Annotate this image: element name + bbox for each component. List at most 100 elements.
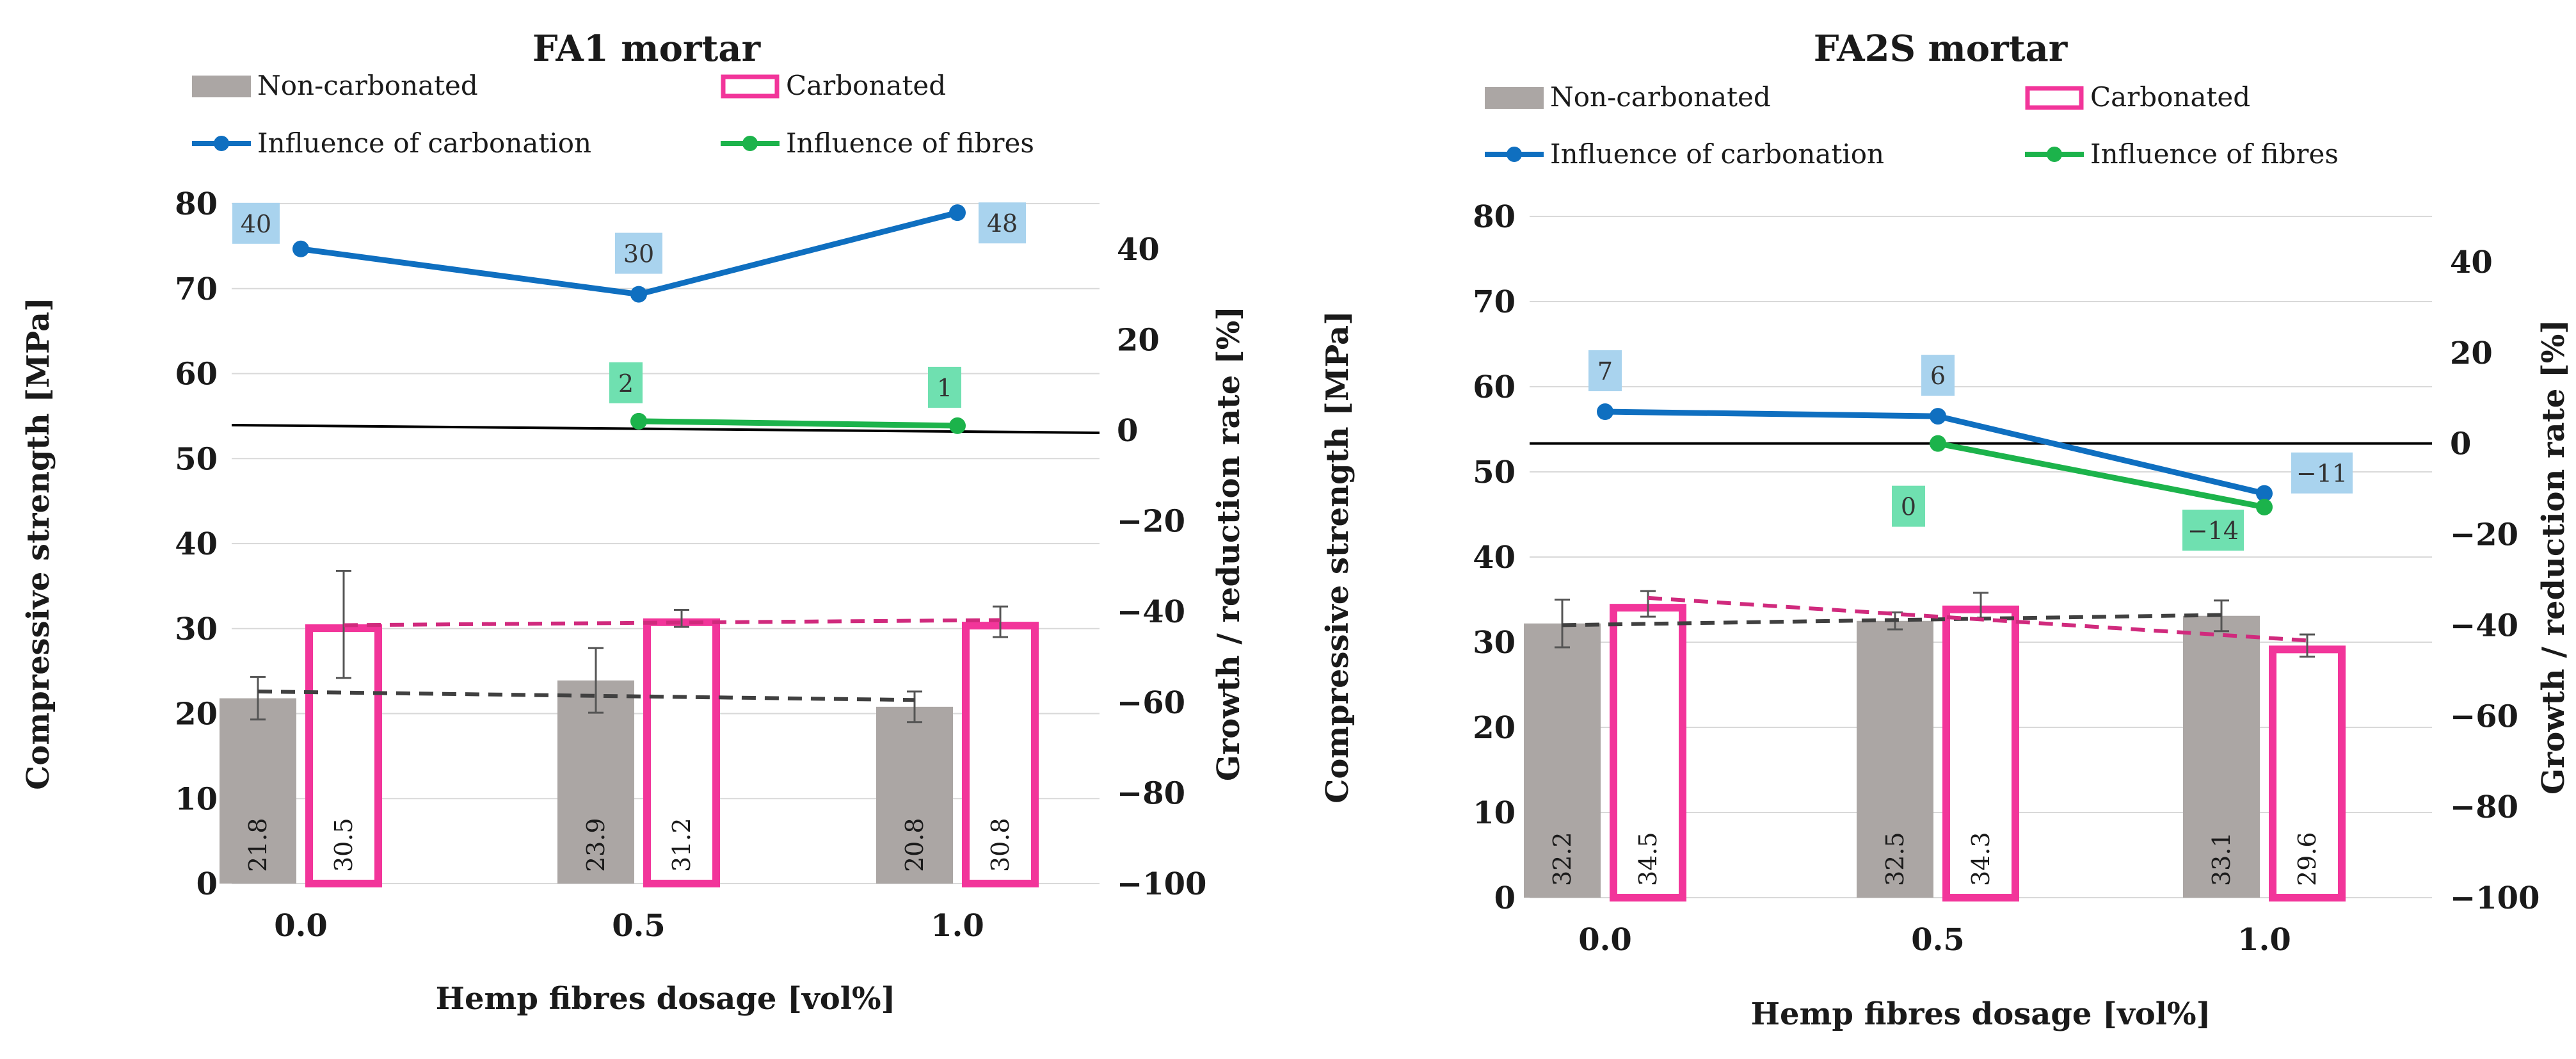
legend-label-carbonated: Carbonated [2090, 81, 2250, 113]
y-tick-label: 20 [1473, 710, 1516, 746]
point-influence-carbonation [949, 204, 966, 222]
x-axis-title: Hemp fibres dosage [vol%] [436, 981, 896, 1017]
y2-tick-label: 0 [2450, 426, 2471, 462]
y-tick-label: 80 [1473, 199, 1516, 235]
chart-2: FA2S mortar Non-carbonated Carbonated Influ… [1320, 28, 2572, 1032]
y2-tick-label: −40 [1117, 594, 1185, 630]
bar-non-carbonated [2183, 615, 2260, 898]
line-influence-fibres [638, 418, 958, 429]
point-label-bg-carbonation [615, 232, 662, 274]
point-label-bg-fibres [609, 362, 643, 403]
bar-value-label-carbonated: 29.6 [2293, 832, 2321, 886]
y-tick-label: 40 [175, 526, 218, 562]
x-tick-label: 0.0 [274, 908, 328, 944]
y-tick-label: 50 [1473, 455, 1516, 490]
point-label-bg-carbonation [2291, 452, 2353, 494]
point-label-fibres: 0 [1901, 493, 1916, 521]
point-influence-carbonation [1597, 403, 1613, 421]
y2-tick-label: 40 [1117, 232, 1160, 268]
point-influence-fibres [630, 412, 647, 430]
y2-tick-label: −100 [1117, 866, 1206, 902]
y2-tick-label: −60 [1117, 685, 1185, 721]
legend-swatch-carbonated [721, 74, 780, 99]
y2-tick-label: 0 [1117, 413, 1138, 449]
chart-title: FA2S mortar [1814, 28, 2068, 70]
bar-value-label-carbonated: 30.8 [986, 818, 1014, 872]
point-label-bg-fibres [1892, 485, 1925, 527]
point-label-carbonation: 48 [987, 209, 1018, 238]
point-label-bg-carbonation [1588, 350, 1622, 392]
point-label-bg-carbonation [979, 202, 1026, 244]
bar-non-carbonated [557, 680, 634, 884]
point-label-carbonation: 7 [1597, 357, 1613, 385]
bar-value-label-carbonated: 31.2 [668, 818, 696, 872]
bar-carbonated [1610, 604, 1686, 902]
x-tick-label: 1.0 [2237, 922, 2291, 958]
legend-marker-carbonation [214, 136, 229, 151]
point-label-carbonation: −11 [2296, 460, 2348, 488]
point-influence-carbonation [2256, 485, 2273, 502]
y-tick-label: 50 [175, 441, 218, 477]
x-tick-label: 1.0 [931, 908, 984, 944]
bar-carbonated [305, 624, 382, 887]
legend-swatch-non-carbonated [1485, 87, 1544, 109]
bar-value-label-non-carbonated: 32.2 [1548, 832, 1576, 886]
point-label-carbonation: 6 [1930, 362, 1946, 390]
point-label-fibres: 2 [618, 369, 634, 398]
bar-carbonated [643, 618, 720, 887]
point-influence-carbonation [630, 286, 647, 303]
bar-value-label-non-carbonated: 21.8 [244, 818, 272, 872]
point-label-fibres: −14 [2188, 517, 2239, 545]
y-tick-label: 10 [1473, 795, 1516, 831]
y-axis-title: Compressive strength [MPa] [1320, 311, 1356, 804]
x-tick-label: 0.5 [1911, 922, 1965, 958]
point-label-carbonation: 30 [623, 240, 654, 268]
bar-value-label-carbonated: 34.3 [1967, 832, 1995, 886]
legend-label-influence-carbonation: Influence of carbonation [1550, 138, 1884, 170]
y-tick-label: 80 [175, 186, 218, 222]
bar-non-carbonated [1857, 620, 1933, 898]
legend-label-carbonated: Carbonated [786, 70, 946, 101]
y2-axis-title: Growth / reduction rate [%] [1211, 306, 1247, 781]
y2-tick-label: 20 [1117, 322, 1160, 358]
legend-marker-fibres [2047, 147, 2062, 162]
point-label-bg-carbonation [1921, 355, 1955, 396]
bar-non-carbonated [220, 698, 296, 884]
legend-label-non-carbonated: Non-carbonated [257, 70, 478, 101]
point-influence-carbonation [292, 240, 309, 257]
x-axis-title: Hemp fibres dosage [vol%] [1751, 996, 2211, 1032]
y-tick-label: 0 [1494, 880, 1516, 916]
chart-1: FA1 mortar Non-carbonated Carbonated Influe… [20, 28, 1247, 1017]
y2-tick-label: −100 [2450, 880, 2540, 916]
bar-value-label-non-carbonated: 32.5 [1881, 832, 1909, 886]
chart-title: FA1 mortar [532, 28, 762, 70]
bar-carbonated [2269, 645, 2346, 901]
legend-marker-fibres [742, 136, 758, 151]
y-tick-label: 40 [1473, 540, 1516, 576]
line-influence-fibres [1937, 441, 2265, 510]
line-influence-carbonation [1604, 408, 2266, 497]
point-influence-fibres [949, 417, 966, 434]
legend-label-non-carbonated: Non-carbonated [1550, 81, 1771, 113]
bar-value-label-carbonated: 34.5 [1634, 832, 1662, 886]
trendline-carbonated [1647, 595, 2308, 643]
trendline-non-carbonated [257, 689, 915, 702]
y2-tick-label: 40 [2450, 245, 2493, 280]
legend: Non-carbonated Carbonated Influence of car… [1485, 81, 2339, 170]
y-tick-label: 60 [175, 357, 218, 392]
y-tick-label: 20 [175, 697, 218, 732]
y-tick-label: 30 [175, 611, 218, 647]
bar-carbonated [1942, 605, 2019, 901]
point-influence-carbonation [1930, 408, 1946, 425]
bar-non-carbonated [1524, 623, 1601, 898]
legend-label-influence-carbonation: Influence of carbonation [257, 127, 591, 159]
bar-value-label-non-carbonated: 33.1 [2207, 832, 2236, 886]
y2-tick-label: −80 [2450, 789, 2518, 825]
y2-tick-label: −80 [1117, 775, 1185, 811]
legend-label-influence-fibres: Influence of fibres [2090, 138, 2339, 170]
x-tick-label: 0.0 [1578, 922, 1632, 958]
x-tick-label: 0.5 [612, 908, 666, 944]
y-tick-label: 10 [175, 781, 218, 817]
bar-value-label-carbonated: 30.5 [330, 818, 358, 872]
bar-value-label-non-carbonated: 20.8 [900, 818, 929, 872]
